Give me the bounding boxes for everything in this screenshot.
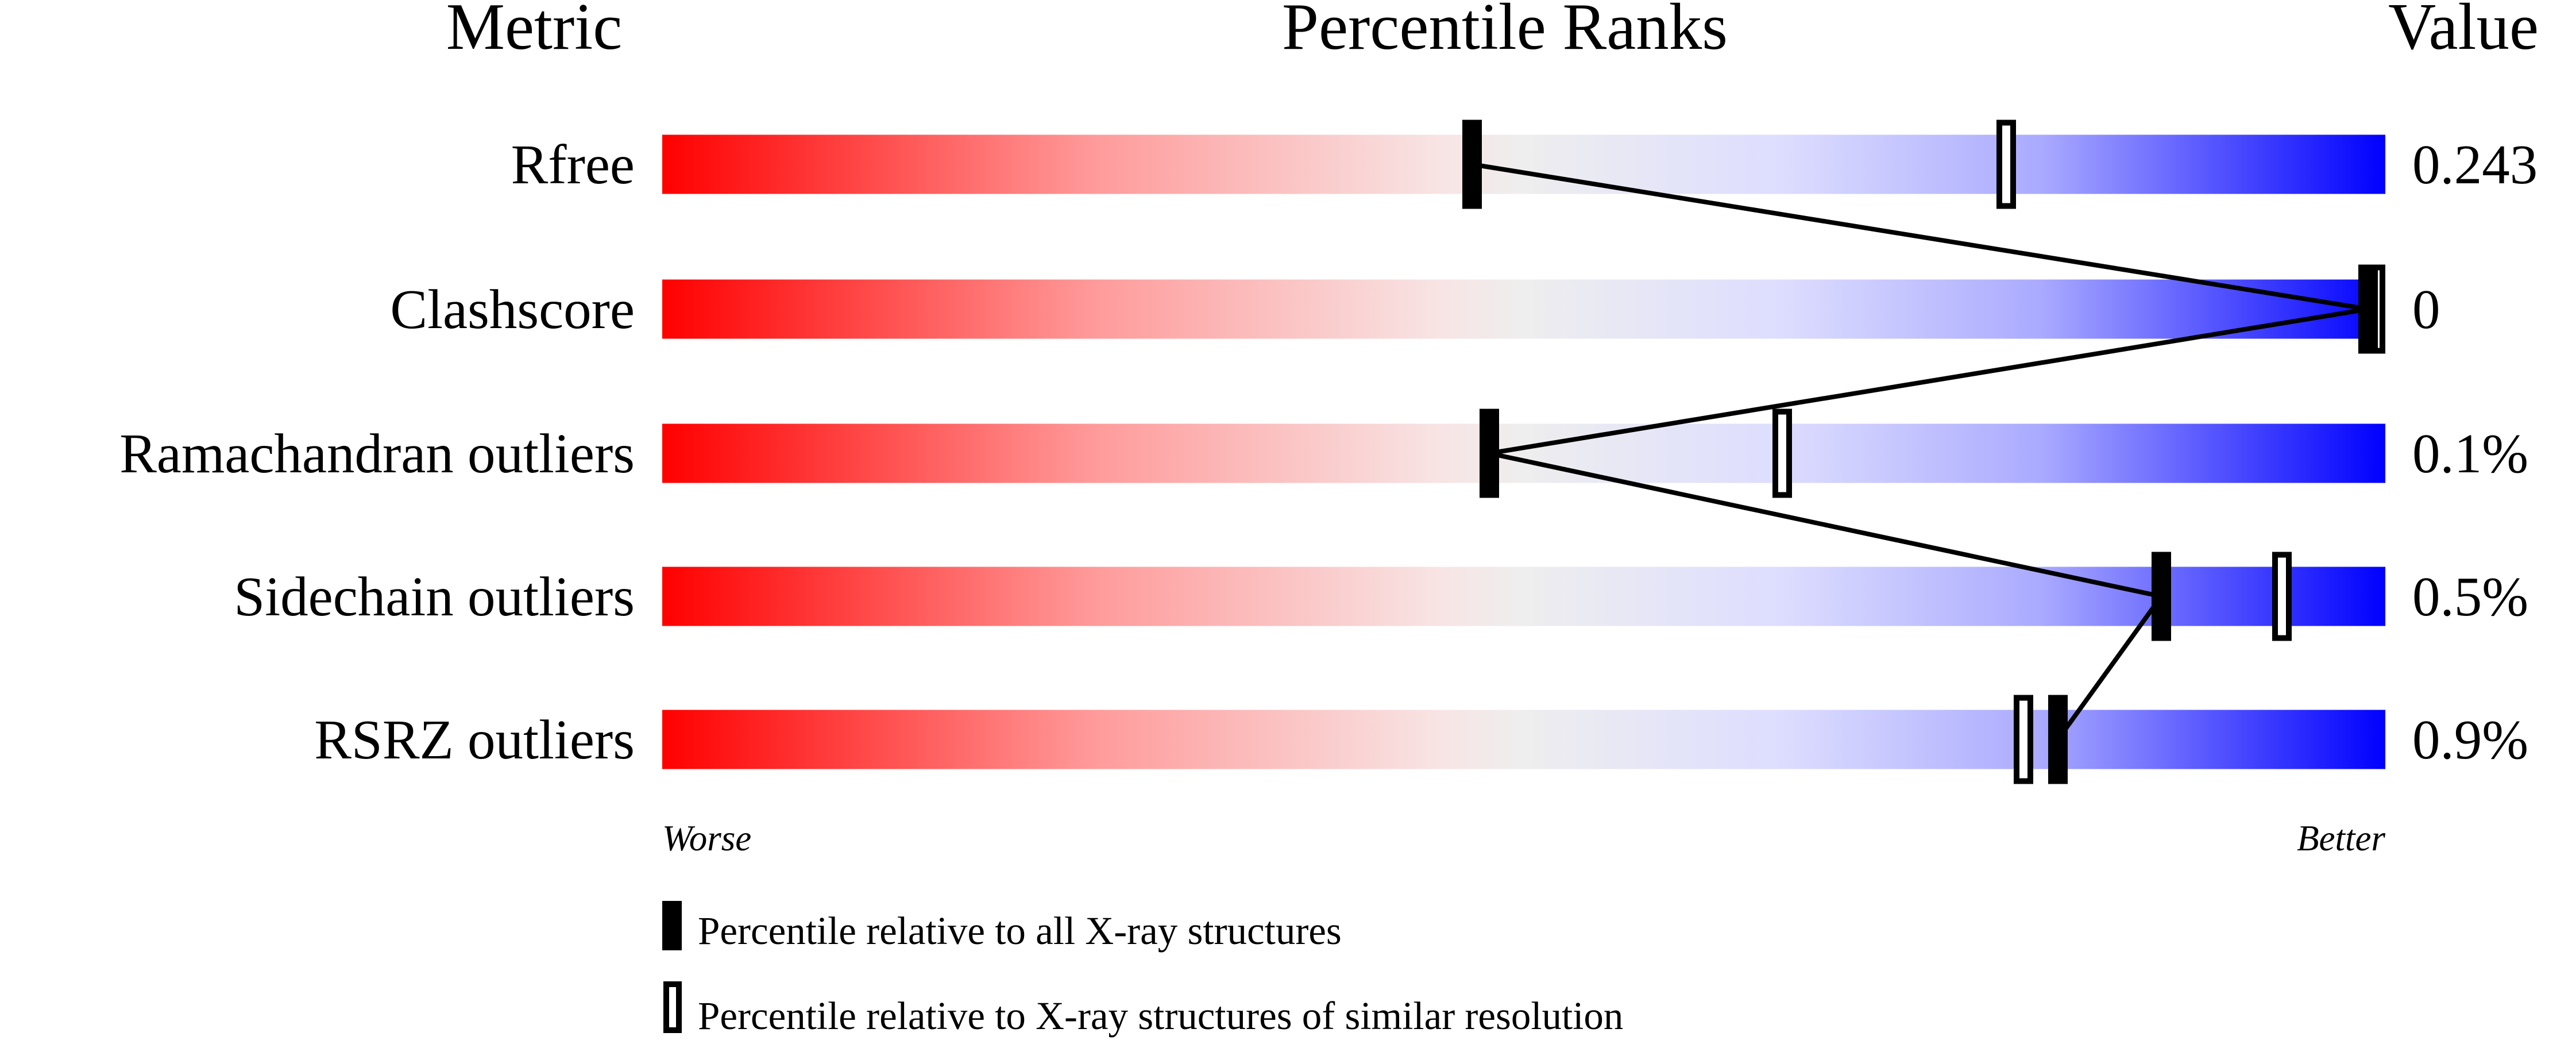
percentile-bar: [662, 710, 2385, 769]
header-value: Value: [2388, 0, 2539, 63]
all-structures-marker: [2152, 552, 2171, 641]
percentile-bar: [662, 279, 2385, 339]
better-label: Better: [2297, 818, 2385, 858]
all-structures-marker: [2048, 695, 2068, 784]
all-structures-marker: [2358, 264, 2378, 354]
metric-value: 0.1%: [2412, 423, 2528, 484]
legend-open-label: Percentile relative to X-ray structures …: [698, 994, 1623, 1038]
metric-value: 0.5%: [2412, 566, 2528, 627]
metric-value: 0.9%: [2412, 709, 2528, 770]
percentile-bar: [662, 567, 2385, 626]
metric-label: Clashscore: [390, 279, 635, 340]
metric-value: 0: [2412, 279, 2440, 340]
percentile-bar: [662, 134, 2385, 194]
metric-label: Sidechain outliers: [234, 566, 635, 627]
legend-open-box: [663, 981, 682, 1033]
metric-value: 0.243: [2412, 134, 2538, 195]
similar-resolution-marker: [1996, 120, 2016, 209]
legend-filled-marker: [662, 901, 682, 950]
worse-label: Worse: [662, 818, 751, 858]
header-metric: Metric: [446, 0, 623, 63]
similar-resolution-marker: [2272, 552, 2292, 641]
all-structures-marker: [1480, 409, 1499, 498]
legend-filled-label: Percentile relative to all X-ray structu…: [698, 909, 1342, 953]
metric-label: Rfree: [511, 134, 635, 195]
metric-label: RSRZ outliers: [314, 709, 635, 770]
similar-resolution-marker: [1772, 409, 1792, 498]
metric-label: Ramachandran outliers: [119, 423, 635, 484]
similar-resolution-marker: [2014, 695, 2033, 784]
header-ranks: Percentile Ranks: [1282, 0, 1728, 63]
all-structures-marker: [1462, 120, 1482, 209]
percentile-bar: [662, 423, 2385, 483]
